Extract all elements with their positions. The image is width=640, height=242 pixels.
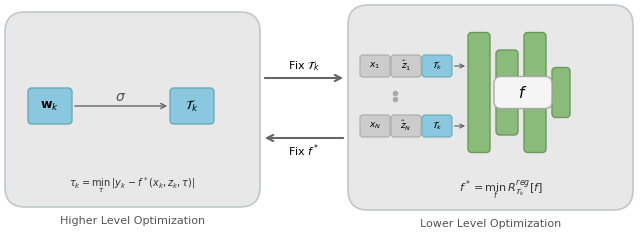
Text: $\mathcal{T}_k$: $\mathcal{T}_k$ [432, 60, 442, 72]
FancyBboxPatch shape [391, 115, 421, 137]
FancyBboxPatch shape [552, 68, 570, 118]
FancyBboxPatch shape [391, 55, 421, 77]
Text: $f^* = \min_f\,R^{reg}_{\mathcal{T}_k}[f]$: $f^* = \min_f\,R^{reg}_{\mathcal{T}_k}[f… [459, 178, 542, 202]
FancyBboxPatch shape [496, 50, 518, 135]
FancyBboxPatch shape [422, 115, 452, 137]
Text: Lower Level Optimization: Lower Level Optimization [420, 219, 561, 229]
FancyBboxPatch shape [5, 12, 260, 207]
Text: $\hat{z}_1$: $\hat{z}_1$ [401, 59, 411, 73]
FancyBboxPatch shape [170, 88, 214, 124]
FancyBboxPatch shape [360, 115, 390, 137]
Text: Higher Level Optimization: Higher Level Optimization [60, 216, 205, 226]
Text: $f$: $f$ [518, 84, 527, 100]
FancyBboxPatch shape [28, 88, 72, 124]
FancyBboxPatch shape [524, 32, 546, 152]
Text: $\sigma$: $\sigma$ [115, 90, 127, 104]
FancyBboxPatch shape [468, 32, 490, 152]
FancyBboxPatch shape [348, 5, 633, 210]
Text: $x_N$: $x_N$ [369, 121, 381, 131]
FancyBboxPatch shape [494, 76, 552, 108]
Text: $x_1$: $x_1$ [369, 61, 381, 71]
Text: $\hat{z}_N$: $\hat{z}_N$ [400, 119, 412, 133]
Text: Fix $\mathcal{T}_k$: Fix $\mathcal{T}_k$ [288, 59, 320, 73]
Text: $\mathcal{T}_k$: $\mathcal{T}_k$ [185, 98, 199, 113]
Text: $\mathbf{w}_k$: $\mathbf{w}_k$ [40, 99, 60, 113]
Text: Fix $f^*$: Fix $f^*$ [288, 143, 320, 159]
FancyBboxPatch shape [360, 55, 390, 77]
FancyBboxPatch shape [422, 55, 452, 77]
Text: $\tau_k = \min_{\tau}\,|y_k - f^*(x_k, z_k, \tau)|$: $\tau_k = \min_{\tau}\,|y_k - f^*(x_k, z… [69, 175, 196, 195]
Text: $\mathcal{T}_k$: $\mathcal{T}_k$ [432, 120, 442, 132]
